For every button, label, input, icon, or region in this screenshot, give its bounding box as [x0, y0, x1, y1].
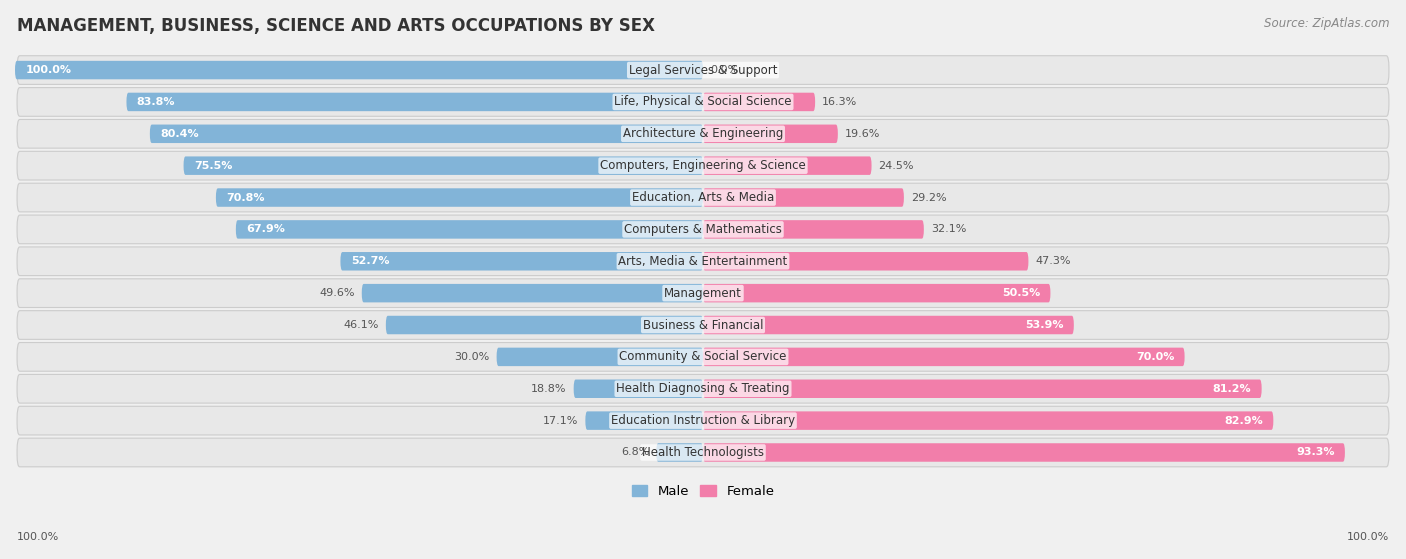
FancyBboxPatch shape	[17, 247, 1389, 276]
Text: 50.5%: 50.5%	[1002, 288, 1040, 298]
Text: 70.0%: 70.0%	[1136, 352, 1174, 362]
Text: 70.8%: 70.8%	[226, 192, 264, 202]
Text: 80.4%: 80.4%	[160, 129, 198, 139]
Text: 30.0%: 30.0%	[454, 352, 489, 362]
Text: Life, Physical & Social Science: Life, Physical & Social Science	[614, 96, 792, 108]
Text: 17.1%: 17.1%	[543, 416, 578, 425]
Text: 52.7%: 52.7%	[350, 256, 389, 266]
FancyBboxPatch shape	[17, 88, 1389, 116]
Text: Computers & Mathematics: Computers & Mathematics	[624, 223, 782, 236]
FancyBboxPatch shape	[184, 157, 703, 175]
FancyBboxPatch shape	[703, 284, 1050, 302]
Text: 6.8%: 6.8%	[621, 448, 650, 457]
FancyBboxPatch shape	[703, 220, 924, 239]
FancyBboxPatch shape	[17, 183, 1389, 212]
FancyBboxPatch shape	[703, 93, 815, 111]
Text: Business & Financial: Business & Financial	[643, 319, 763, 331]
FancyBboxPatch shape	[574, 380, 703, 398]
Text: Arts, Media & Entertainment: Arts, Media & Entertainment	[619, 255, 787, 268]
FancyBboxPatch shape	[127, 93, 703, 111]
FancyBboxPatch shape	[217, 188, 703, 207]
Text: MANAGEMENT, BUSINESS, SCIENCE AND ARTS OCCUPATIONS BY SEX: MANAGEMENT, BUSINESS, SCIENCE AND ARTS O…	[17, 17, 655, 35]
Text: 32.1%: 32.1%	[931, 224, 966, 234]
Text: 83.8%: 83.8%	[136, 97, 176, 107]
Text: Education, Arts & Media: Education, Arts & Media	[631, 191, 775, 204]
Text: 46.1%: 46.1%	[343, 320, 380, 330]
Text: 47.3%: 47.3%	[1035, 256, 1071, 266]
Text: 81.2%: 81.2%	[1213, 383, 1251, 394]
FancyBboxPatch shape	[703, 157, 872, 175]
Text: 29.2%: 29.2%	[911, 192, 946, 202]
FancyBboxPatch shape	[703, 252, 1028, 271]
Text: 49.6%: 49.6%	[319, 288, 354, 298]
FancyBboxPatch shape	[236, 220, 703, 239]
FancyBboxPatch shape	[17, 311, 1389, 339]
Legend: Male, Female: Male, Female	[626, 480, 780, 503]
FancyBboxPatch shape	[361, 284, 703, 302]
Text: 0.0%: 0.0%	[710, 65, 738, 75]
FancyBboxPatch shape	[15, 61, 703, 79]
FancyBboxPatch shape	[703, 380, 1261, 398]
FancyBboxPatch shape	[17, 438, 1389, 467]
FancyBboxPatch shape	[585, 411, 703, 430]
FancyBboxPatch shape	[17, 279, 1389, 307]
Text: 82.9%: 82.9%	[1225, 416, 1263, 425]
Text: Education Instruction & Library: Education Instruction & Library	[612, 414, 794, 427]
Text: Health Diagnosing & Treating: Health Diagnosing & Treating	[616, 382, 790, 395]
FancyBboxPatch shape	[703, 125, 838, 143]
FancyBboxPatch shape	[703, 443, 1346, 462]
Text: 100.0%: 100.0%	[25, 65, 72, 75]
Text: 100.0%: 100.0%	[17, 532, 59, 542]
Text: 67.9%: 67.9%	[246, 224, 285, 234]
Text: 100.0%: 100.0%	[1347, 532, 1389, 542]
FancyBboxPatch shape	[17, 120, 1389, 148]
Text: 53.9%: 53.9%	[1025, 320, 1063, 330]
FancyBboxPatch shape	[17, 151, 1389, 180]
FancyBboxPatch shape	[17, 375, 1389, 403]
Text: 24.5%: 24.5%	[879, 160, 914, 170]
FancyBboxPatch shape	[17, 56, 1389, 84]
Text: 75.5%: 75.5%	[194, 160, 232, 170]
Text: Computers, Engineering & Science: Computers, Engineering & Science	[600, 159, 806, 172]
Text: 93.3%: 93.3%	[1296, 448, 1334, 457]
Text: Architecture & Engineering: Architecture & Engineering	[623, 127, 783, 140]
FancyBboxPatch shape	[150, 125, 703, 143]
Text: 16.3%: 16.3%	[823, 97, 858, 107]
Text: Source: ZipAtlas.com: Source: ZipAtlas.com	[1264, 17, 1389, 30]
Text: 18.8%: 18.8%	[531, 383, 567, 394]
Text: Legal Services & Support: Legal Services & Support	[628, 64, 778, 77]
FancyBboxPatch shape	[385, 316, 703, 334]
Text: Health Technologists: Health Technologists	[643, 446, 763, 459]
FancyBboxPatch shape	[496, 348, 703, 366]
FancyBboxPatch shape	[703, 188, 904, 207]
FancyBboxPatch shape	[703, 411, 1274, 430]
Text: Management: Management	[664, 287, 742, 300]
FancyBboxPatch shape	[17, 406, 1389, 435]
FancyBboxPatch shape	[657, 443, 703, 462]
FancyBboxPatch shape	[703, 348, 1185, 366]
FancyBboxPatch shape	[17, 215, 1389, 244]
FancyBboxPatch shape	[340, 252, 703, 271]
Text: 19.6%: 19.6%	[845, 129, 880, 139]
Text: Community & Social Service: Community & Social Service	[619, 350, 787, 363]
FancyBboxPatch shape	[17, 343, 1389, 371]
FancyBboxPatch shape	[703, 316, 1074, 334]
